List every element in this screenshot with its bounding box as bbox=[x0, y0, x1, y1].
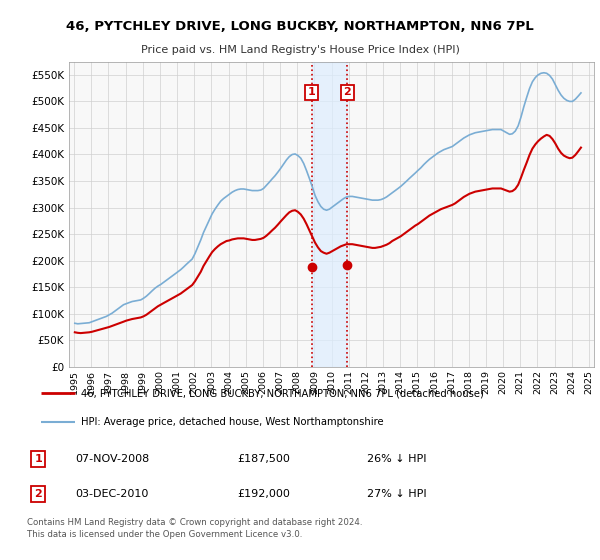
Text: 2: 2 bbox=[34, 489, 42, 499]
Text: 27% ↓ HPI: 27% ↓ HPI bbox=[367, 489, 427, 499]
Text: 26% ↓ HPI: 26% ↓ HPI bbox=[367, 454, 427, 464]
Text: 2: 2 bbox=[343, 87, 351, 97]
Text: HPI: Average price, detached house, West Northamptonshire: HPI: Average price, detached house, West… bbox=[81, 417, 383, 427]
Text: 46, PYTCHLEY DRIVE, LONG BUCKBY, NORTHAMPTON, NN6 7PL (detached house): 46, PYTCHLEY DRIVE, LONG BUCKBY, NORTHAM… bbox=[81, 388, 484, 398]
Bar bbox=[312, 62, 347, 367]
Text: £192,000: £192,000 bbox=[237, 489, 290, 499]
Text: Contains HM Land Registry data © Crown copyright and database right 2024.
This d: Contains HM Land Registry data © Crown c… bbox=[27, 518, 362, 539]
Text: 1: 1 bbox=[34, 454, 42, 464]
Text: 46, PYTCHLEY DRIVE, LONG BUCKBY, NORTHAMPTON, NN6 7PL: 46, PYTCHLEY DRIVE, LONG BUCKBY, NORTHAM… bbox=[66, 20, 534, 32]
Text: Price paid vs. HM Land Registry's House Price Index (HPI): Price paid vs. HM Land Registry's House … bbox=[140, 45, 460, 55]
Text: 07-NOV-2008: 07-NOV-2008 bbox=[75, 454, 149, 464]
Text: £187,500: £187,500 bbox=[237, 454, 290, 464]
Text: 1: 1 bbox=[308, 87, 316, 97]
Text: 03-DEC-2010: 03-DEC-2010 bbox=[75, 489, 149, 499]
